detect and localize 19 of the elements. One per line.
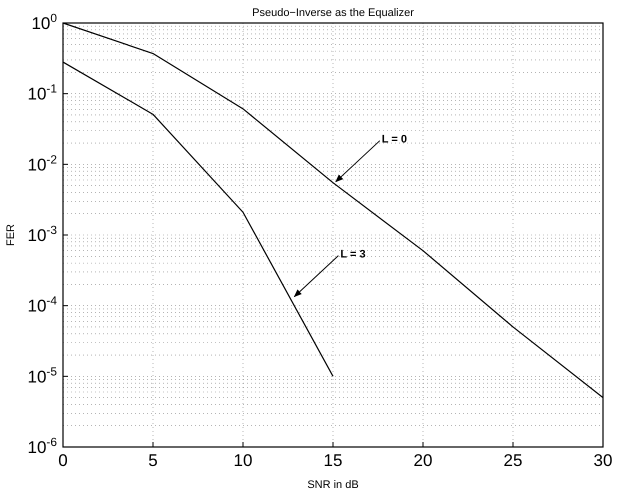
x-tick-label: 5 (148, 451, 158, 470)
y-tick-label: 10$^{-4}$ (28, 294, 58, 316)
x-tick-label: 20 (414, 451, 432, 470)
y-tick-label: 10$^{-5}$ (28, 364, 58, 386)
y-tick-label: 10$^{-2}$ (28, 152, 58, 174)
x-axis-title: SNR in dB (307, 479, 359, 491)
y-tick-label: 10$^{-3}$ (28, 222, 58, 245)
x-tick-label: 10 (234, 451, 252, 470)
x-tick-label: 15 (324, 451, 342, 470)
y-tick-label: 10$^{0}$ (31, 10, 58, 33)
chart-title: Pseudo−Inverse as the Equalizer (252, 7, 414, 19)
x-tick-label: 30 (594, 451, 612, 470)
annotation: L = 3 (340, 248, 366, 261)
y-axis-title: FER (5, 224, 17, 246)
y-tick-label: 10$^{-6}$ (28, 434, 58, 457)
x-tick-label: 25 (504, 451, 522, 470)
x-tick-label: 0 (58, 451, 68, 470)
annotation: L = 0 (382, 134, 407, 146)
y-tick-label: 10$^{-1}$ (28, 82, 58, 104)
